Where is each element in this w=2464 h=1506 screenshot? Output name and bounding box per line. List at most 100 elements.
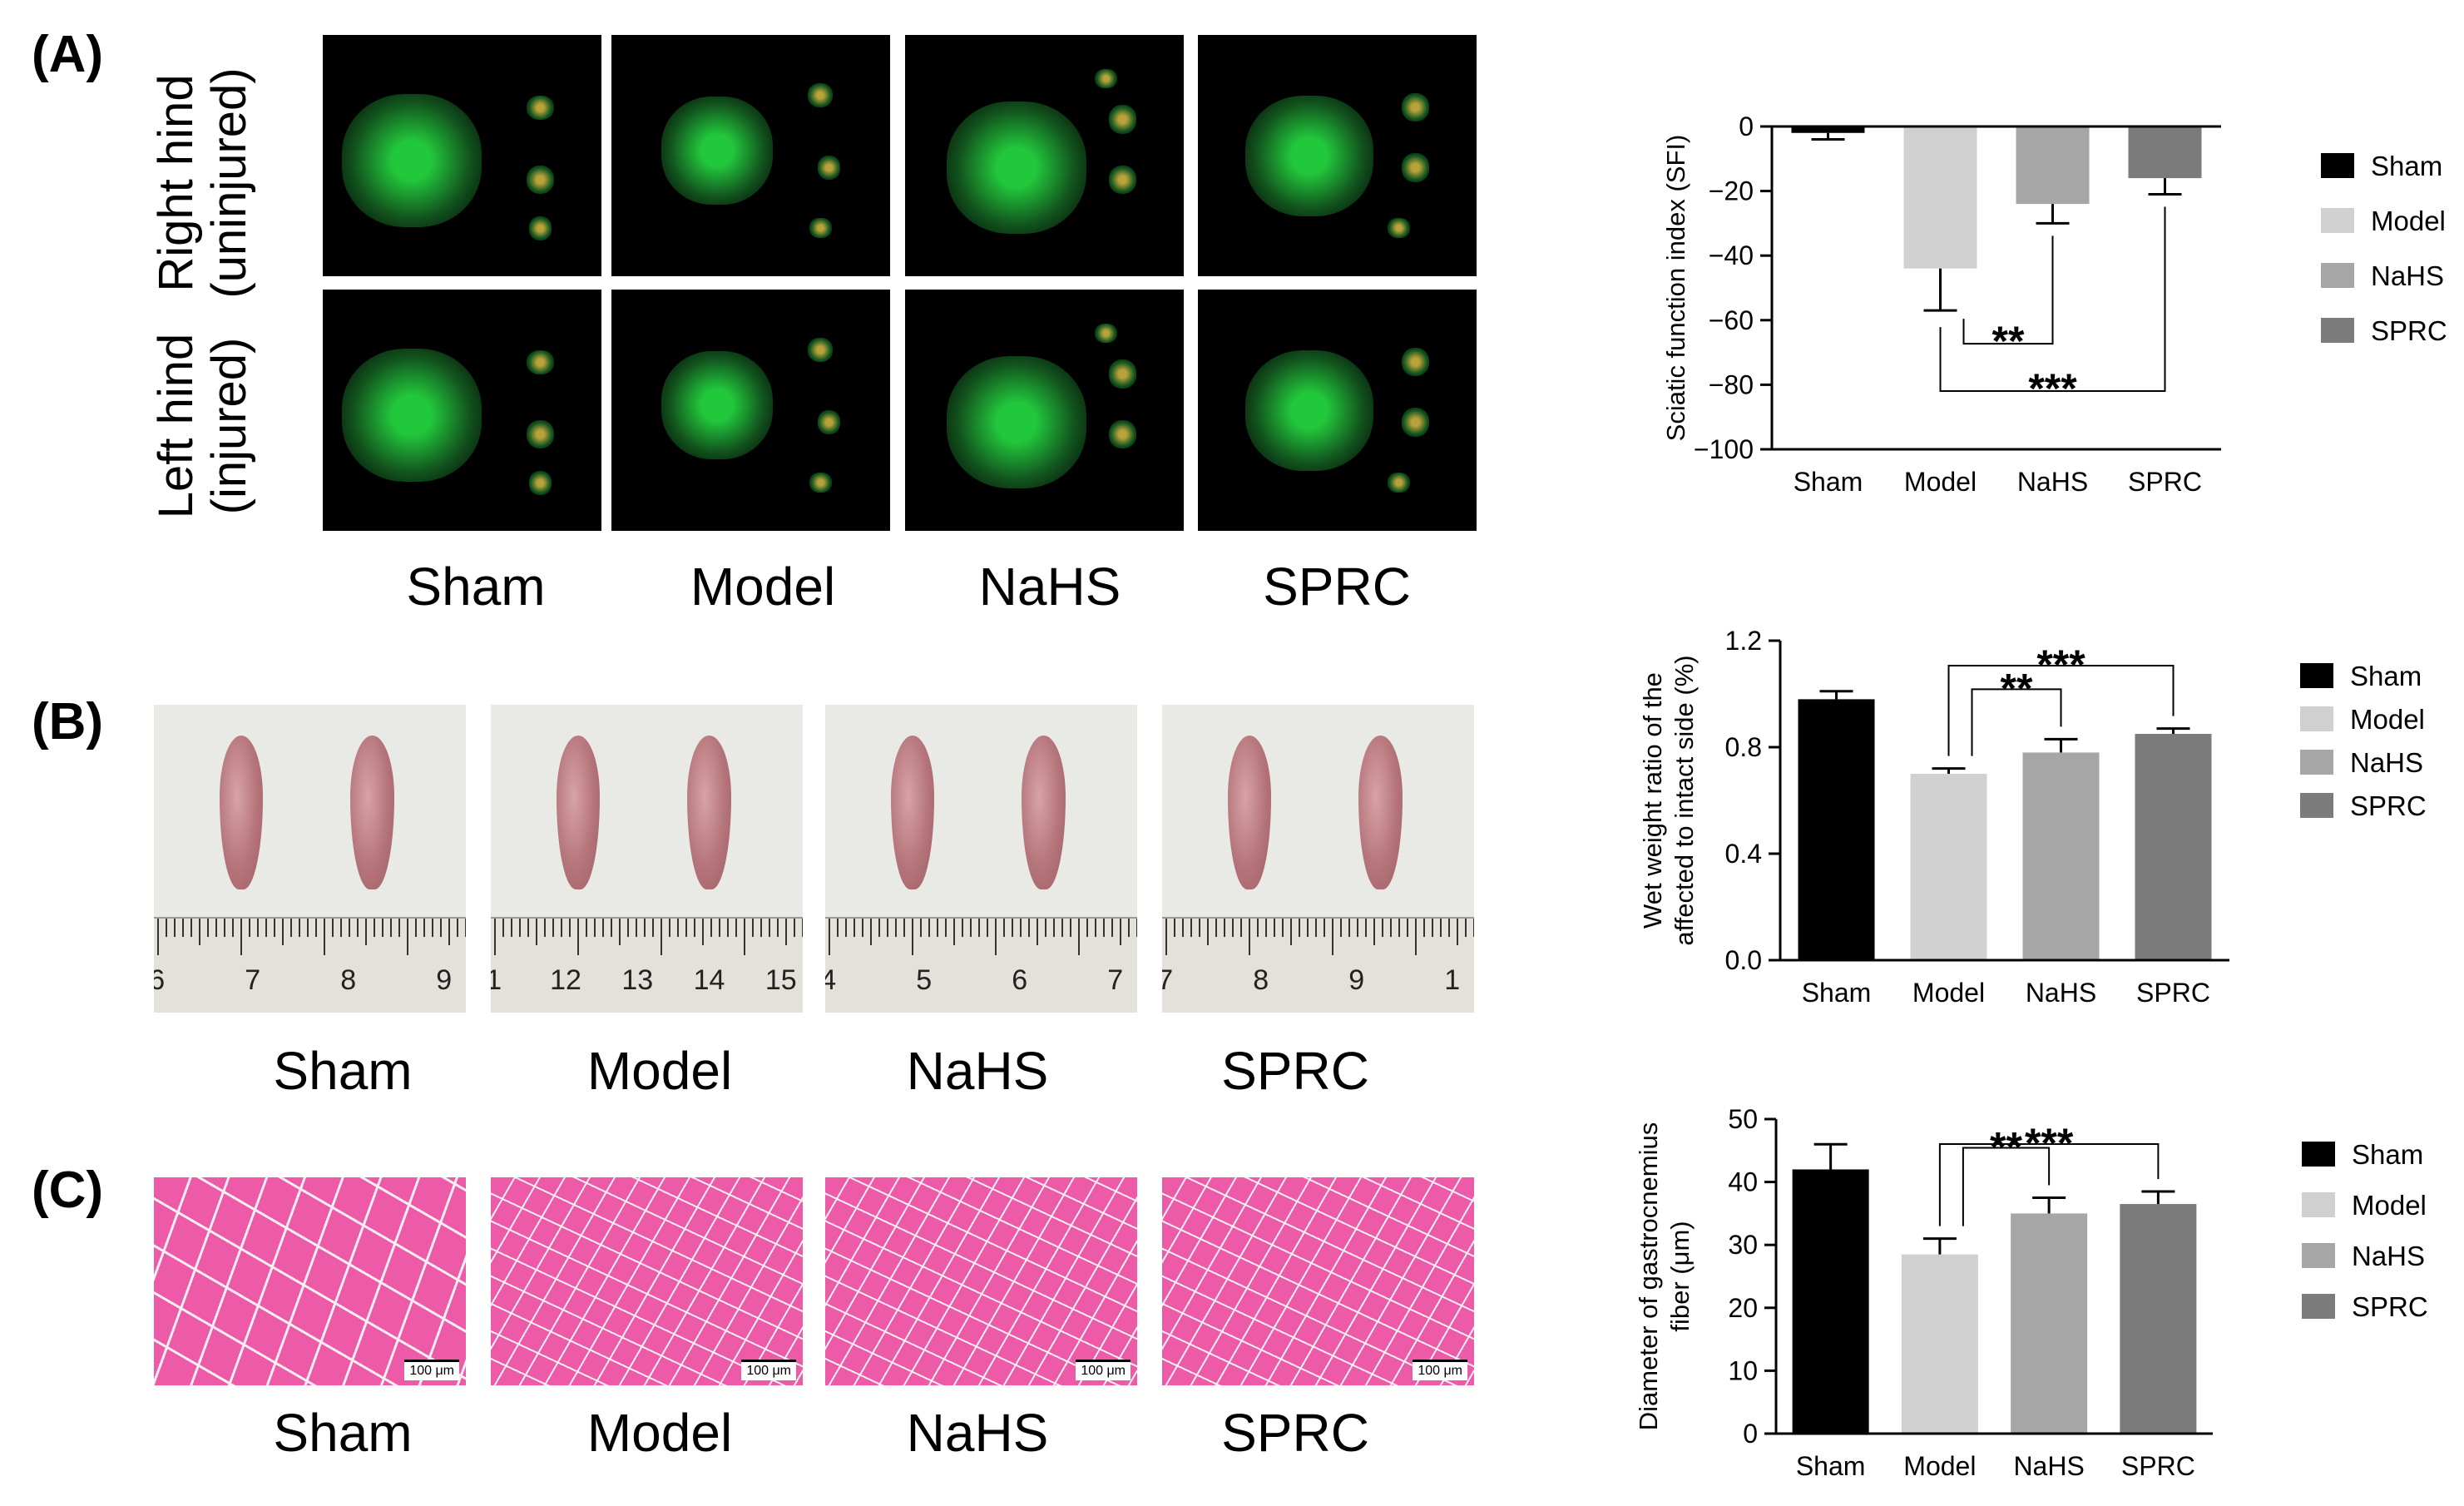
ruler-number: 9	[1348, 964, 1365, 997]
footprint-image-right-model	[611, 35, 890, 276]
x-tick-label-sham: Sham	[1796, 1451, 1866, 1481]
ruler-number: 7	[1107, 964, 1124, 997]
x-tick-label-model: Model	[1903, 1451, 1976, 1481]
footprint-image-right-sham	[323, 35, 601, 276]
ruler-number: 7	[1162, 964, 1174, 997]
x-tick-label-sprc: SPRC	[2136, 978, 2210, 1008]
y-axis-label: Diameter of gastrocnemius	[1634, 1122, 1663, 1430]
ruler-number: 1	[491, 964, 502, 997]
muscle-specimen	[1358, 736, 1403, 889]
significance-bracket-model-nahs	[1962, 235, 2054, 345]
bar-sham	[1792, 1169, 1869, 1434]
ruler-number: 6	[154, 964, 166, 997]
significance-label-model-nahs: **	[2001, 665, 2033, 711]
scale-bar: 100 μm	[1076, 1360, 1131, 1380]
scale-bar: 100 μm	[1413, 1360, 1467, 1380]
group-label-b-model: Model	[586, 1041, 733, 1101]
legend-swatch-sham	[2300, 663, 2333, 688]
ruler-number: 7	[245, 964, 261, 997]
y-tick-label: −60	[1709, 305, 1754, 335]
ruler-number: 8	[340, 964, 357, 997]
bar-model	[1901, 1254, 1978, 1434]
group-label-a-model: Model	[690, 557, 836, 617]
y-axis-label: Sciatic function index (SFI)	[1661, 135, 1690, 442]
ruler-number: 5	[916, 964, 933, 997]
y-tick-label: −80	[1709, 369, 1754, 399]
legend-label-sprc: SPRC	[2371, 315, 2447, 346]
group-label-a-sham: Sham	[406, 557, 546, 617]
muscle-specimen	[219, 736, 264, 889]
legend-label-sprc: SPRC	[2352, 1291, 2428, 1322]
y-tick-label: 0	[1739, 111, 1754, 141]
legend-label-sprc: SPRC	[2350, 790, 2427, 821]
chart-2: 0.0 0.4 0.8 1.2 Sham Model NaHS SPRC Wet weight …	[1638, 626, 2427, 1008]
legend-swatch-model	[2302, 1192, 2335, 1217]
y-tick-label: 0.4	[1725, 839, 1762, 869]
y-tick-label: 10	[1728, 1355, 1758, 1385]
muscle-photo-model: 1 12 13 14 15	[491, 705, 803, 1013]
legend-swatch-sprc	[2321, 318, 2354, 343]
y-tick-label: −20	[1709, 176, 1754, 206]
muscle-photo-sham: 6 7 8 9	[154, 705, 466, 1013]
y-tick-label: 40	[1728, 1167, 1758, 1197]
y-axis-label: Wet weight ratio of the	[1638, 672, 1667, 929]
significance-label-model-nahs: **	[1992, 318, 2025, 364]
muscle-specimen	[687, 736, 731, 889]
y-tick-label: 0.8	[1725, 732, 1762, 762]
legend-swatch-sham	[2302, 1142, 2335, 1167]
scale-bar: 100 μm	[741, 1360, 796, 1380]
bar-nahs	[2022, 752, 2100, 960]
chart-3: 0 10 20 30 40 50 Sham Model NaHS SPRC Diameter of …	[1634, 1104, 2428, 1481]
footprint-image-left-sprc	[1198, 290, 1477, 531]
legend-swatch-nahs	[2302, 1243, 2335, 1268]
ruler-number: 15	[764, 964, 797, 997]
ruler-number: 9	[436, 964, 453, 997]
legend-label-nahs: NaHS	[2350, 747, 2423, 778]
y-tick-label: 20	[1728, 1293, 1758, 1323]
group-label-b-sprc: SPRC	[1221, 1041, 1369, 1101]
legend-label-model: Model	[2371, 206, 2446, 236]
footprint-image-right-nahs	[905, 35, 1184, 276]
legend-label-sham: Sham	[2352, 1139, 2423, 1170]
ruler: 6 7 8 9	[154, 917, 466, 1013]
muscle-specimen	[1022, 736, 1066, 889]
bar-nahs	[2011, 1213, 2088, 1434]
footprint-image-left-nahs	[905, 290, 1184, 531]
y-tick-label: −100	[1694, 434, 1754, 464]
group-label-c-sprc: SPRC	[1221, 1403, 1369, 1463]
y-tick-label: 30	[1728, 1230, 1758, 1260]
y-tick-label: 1.2	[1725, 626, 1762, 656]
group-label-c-sham: Sham	[273, 1403, 413, 1463]
bar-model	[1910, 774, 1987, 960]
histology-image-sprc: 100 μm	[1162, 1177, 1474, 1385]
significance-bracket-model-sprc	[1947, 665, 2175, 756]
bar-sprc	[2120, 1204, 2197, 1434]
y-tick-label: 0	[1743, 1419, 1758, 1449]
y-tick-label: 0.0	[1725, 945, 1762, 975]
y-tick-label: −40	[1709, 240, 1754, 270]
chart-1: 0 −20 −40 −60 −80 −100 Sham Model NaHS SPRC Sciati…	[1661, 111, 2447, 497]
ruler: 7 8 9 1	[1162, 917, 1474, 1013]
significance-label-model-sprc: ***	[2025, 1120, 2074, 1167]
footprint-image-right-sprc	[1198, 35, 1477, 276]
significance-label-model-sprc: ***	[2028, 365, 2077, 412]
legend-label-model: Model	[2350, 704, 2425, 735]
legend-label-sham: Sham	[2371, 151, 2442, 181]
muscle-specimen	[556, 736, 601, 889]
muscle-specimen	[1227, 736, 1272, 889]
significance-label-model-nahs: **	[1990, 1124, 2022, 1171]
scale-bar: 100 μm	[404, 1360, 459, 1380]
legend-swatch-sprc	[2300, 793, 2333, 818]
muscle-photo-sprc: 7 8 9 1	[1162, 705, 1474, 1013]
group-label-a-sprc: SPRC	[1263, 557, 1411, 617]
ruler-number: 13	[621, 964, 654, 997]
x-tick-label-nahs: NaHS	[2017, 467, 2088, 497]
legend-label-nahs: NaHS	[2371, 260, 2444, 291]
group-label-b-sham: Sham	[273, 1041, 413, 1101]
x-tick-label-sham: Sham	[1802, 978, 1872, 1008]
legend-swatch-nahs	[2321, 263, 2354, 288]
legend-swatch-model	[2321, 208, 2354, 233]
x-tick-label-sprc: SPRC	[2121, 1451, 2195, 1481]
muscle-specimen	[350, 736, 394, 889]
